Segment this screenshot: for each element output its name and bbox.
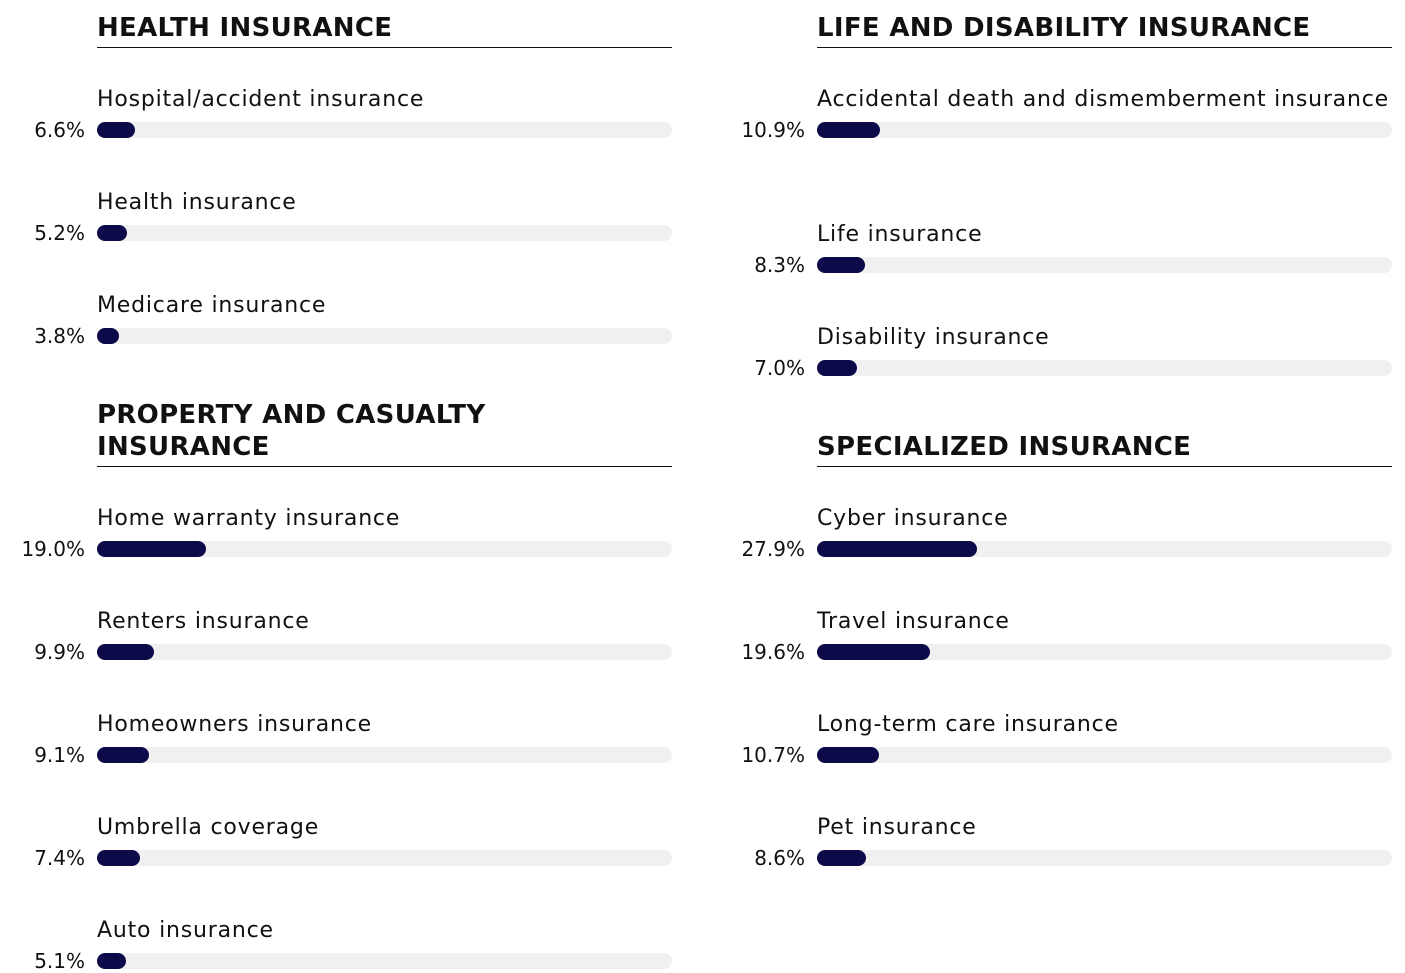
value-label: 19.6% <box>741 640 805 664</box>
bar-track <box>97 225 672 241</box>
value-label: 3.8% <box>34 324 85 348</box>
section-rule <box>817 47 1392 48</box>
bar <box>817 541 978 557</box>
bar-track <box>817 747 1392 763</box>
value-label: 8.6% <box>754 846 805 870</box>
bar <box>97 747 150 763</box>
bar-track <box>97 328 672 344</box>
value-label: 7.4% <box>34 846 85 870</box>
bar-track <box>817 360 1392 376</box>
bar <box>97 225 127 241</box>
item-label: Auto insurance <box>97 918 274 943</box>
item-label: Life insurance <box>817 222 983 247</box>
bar-track <box>97 953 672 969</box>
section-title: LIFE AND DISABILITY INSURANCE <box>817 13 1311 43</box>
value-label: 27.9% <box>741 537 805 561</box>
value-label: 8.3% <box>754 253 805 277</box>
bar <box>97 953 127 969</box>
section-rule <box>817 466 1392 467</box>
bar-track <box>97 122 672 138</box>
bar-track <box>97 747 672 763</box>
bar <box>97 328 119 344</box>
value-label: 9.1% <box>34 743 85 767</box>
item-label: Home warranty insurance <box>97 506 401 531</box>
item-label: Cyber insurance <box>817 506 1009 531</box>
item-label: Travel insurance <box>817 609 1010 634</box>
value-label: 7.0% <box>754 356 805 380</box>
bar-track <box>817 644 1392 660</box>
bar <box>817 850 867 866</box>
bar-track <box>97 850 672 866</box>
section-rule <box>97 466 672 467</box>
bar <box>817 122 880 138</box>
bar <box>97 644 154 660</box>
bar <box>817 257 865 273</box>
item-label: Medicare insurance <box>97 293 327 318</box>
item-label: Hospital/accident insurance <box>97 87 425 112</box>
item-label: Accidental death and dismemberment insur… <box>817 87 1389 112</box>
value-label: 5.1% <box>34 949 85 973</box>
section-title: HEALTH INSURANCE <box>97 13 393 43</box>
bar <box>817 644 930 660</box>
item-label: Long-term care insurance <box>817 712 1119 737</box>
bar-track <box>817 850 1392 866</box>
item-label: Pet insurance <box>817 815 977 840</box>
bar-track <box>817 541 1392 557</box>
bar <box>97 850 140 866</box>
bar <box>97 122 135 138</box>
item-label: Umbrella coverage <box>97 815 320 840</box>
bar <box>97 541 207 557</box>
bar <box>817 747 879 763</box>
section-title: PROPERTY AND CASUALTY INSURANCE <box>97 400 486 462</box>
bar-track <box>97 644 672 660</box>
section-rule <box>97 47 672 48</box>
bar-track <box>817 122 1392 138</box>
value-label: 9.9% <box>34 640 85 664</box>
bar <box>817 360 858 376</box>
item-label: Renters insurance <box>97 609 310 634</box>
value-label: 10.9% <box>741 118 805 142</box>
value-label: 19.0% <box>21 537 85 561</box>
section-title: SPECIALIZED INSURANCE <box>817 432 1192 462</box>
item-label: Health insurance <box>97 190 297 215</box>
item-label: Disability insurance <box>817 325 1050 350</box>
value-label: 6.6% <box>34 118 85 142</box>
value-label: 10.7% <box>741 743 805 767</box>
bar-track <box>817 257 1392 273</box>
value-label: 5.2% <box>34 221 85 245</box>
bar-track <box>97 541 672 557</box>
item-label: Homeowners insurance <box>97 712 372 737</box>
